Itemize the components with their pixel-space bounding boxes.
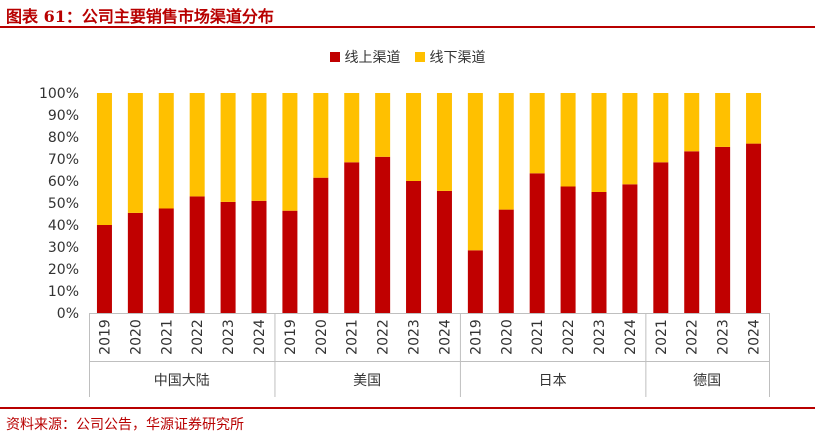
x-tick-label: 2020 — [499, 319, 515, 355]
footer-divider — [0, 407, 815, 409]
y-tick-label: 40% — [48, 218, 79, 234]
title-divider — [0, 26, 815, 28]
x-tick-label: 2024 — [747, 319, 763, 355]
x-tick-label: 2023 — [592, 319, 608, 355]
bar-online — [622, 184, 638, 313]
bar-online — [406, 181, 422, 313]
x-tick-label: 2022 — [685, 319, 701, 355]
bar-offline — [127, 93, 143, 213]
x-tick-label: 2024 — [623, 319, 639, 355]
bar-online — [746, 143, 762, 313]
bar-online — [375, 156, 391, 313]
y-tick-label: 30% — [48, 240, 79, 256]
legend-label-offline: 线下渠道 — [429, 50, 486, 66]
bar-online — [96, 225, 112, 313]
x-tick-label: 2022 — [190, 319, 206, 355]
figure-title: 图表 61：公司主要销售市场渠道分布 — [6, 7, 274, 26]
y-tick-label: 20% — [48, 262, 79, 278]
x-tick-label: 2021 — [159, 319, 175, 355]
bar-online — [684, 151, 700, 313]
bar-online — [313, 177, 329, 313]
y-tick-label: 10% — [48, 284, 79, 300]
bar-offline — [467, 93, 483, 251]
bar-offline — [220, 93, 236, 202]
bar-offline — [344, 93, 360, 163]
x-tick-label: 2019 — [283, 319, 299, 355]
x-tick-label: 2021 — [345, 319, 361, 355]
bar-offline — [498, 93, 514, 210]
bar-offline — [746, 93, 762, 144]
bar-offline — [622, 93, 638, 185]
bar-offline — [313, 93, 329, 178]
x-tick-label: 2020 — [128, 319, 144, 355]
bar-online — [282, 210, 298, 313]
y-tick-label: 60% — [48, 174, 79, 190]
group-label: 中国大陆 — [154, 373, 210, 389]
bar-online — [158, 208, 174, 313]
bar-offline — [684, 93, 700, 152]
bar-online — [653, 162, 669, 313]
x-tick-label: 2023 — [407, 319, 423, 355]
bar-online — [220, 201, 236, 313]
x-tick-label: 2021 — [654, 319, 670, 355]
bar-online — [529, 173, 545, 313]
x-tick-label: 2022 — [561, 319, 577, 355]
bar-offline — [560, 93, 576, 187]
bar-offline — [653, 93, 669, 163]
bar-offline — [436, 93, 452, 191]
bar-online — [344, 162, 360, 313]
bar-offline — [251, 93, 267, 201]
legend-item-online: 线上渠道 — [329, 47, 401, 67]
y-tick-label: 70% — [48, 152, 79, 168]
bar-offline — [406, 93, 422, 181]
x-tick-label: 2021 — [530, 319, 546, 355]
group-label: 美国 — [353, 373, 381, 389]
x-tick-label: 2019 — [468, 319, 484, 355]
y-tick-label: 90% — [48, 108, 79, 124]
bar-offline — [282, 93, 298, 211]
x-tick-label: 2020 — [314, 319, 330, 355]
x-tick-label: 2023 — [716, 319, 732, 355]
chart-legend: 线上渠道 线下渠道 — [0, 47, 815, 67]
bar-offline — [189, 93, 205, 197]
bar-offline — [715, 93, 731, 147]
legend-swatch-offline — [414, 52, 425, 62]
y-tick-label: 100% — [39, 86, 79, 102]
bar-offline — [375, 93, 391, 157]
bar-online — [251, 200, 267, 313]
group-label: 日本 — [539, 373, 567, 389]
bar-online — [189, 196, 205, 313]
bar-offline — [591, 93, 607, 192]
bar-offline — [158, 93, 174, 209]
x-tick-label: 2024 — [252, 319, 268, 355]
legend-swatch-online — [329, 52, 340, 62]
y-tick-label: 80% — [48, 130, 79, 146]
x-tick-label: 2024 — [437, 319, 453, 355]
bar-online — [498, 209, 514, 313]
bar-online — [591, 192, 607, 313]
bar-online — [715, 146, 731, 313]
y-tick-label: 0% — [57, 306, 79, 322]
legend-label-online: 线上渠道 — [344, 50, 401, 66]
bar-offline — [96, 93, 112, 225]
x-tick-label: 2022 — [376, 319, 392, 355]
source-note: 资料来源：公司公告，华源证券研究所 — [6, 417, 244, 433]
bar-online — [127, 212, 143, 313]
bar-online — [467, 250, 483, 313]
x-tick-label: 2023 — [221, 319, 237, 355]
bar-offline — [529, 93, 545, 174]
group-label: 德国 — [693, 373, 721, 389]
y-tick-label: 50% — [48, 196, 79, 212]
legend-item-offline: 线下渠道 — [414, 47, 486, 67]
x-tick-label: 2019 — [97, 319, 113, 355]
bar-online — [560, 186, 576, 313]
bar-online — [436, 190, 452, 313]
